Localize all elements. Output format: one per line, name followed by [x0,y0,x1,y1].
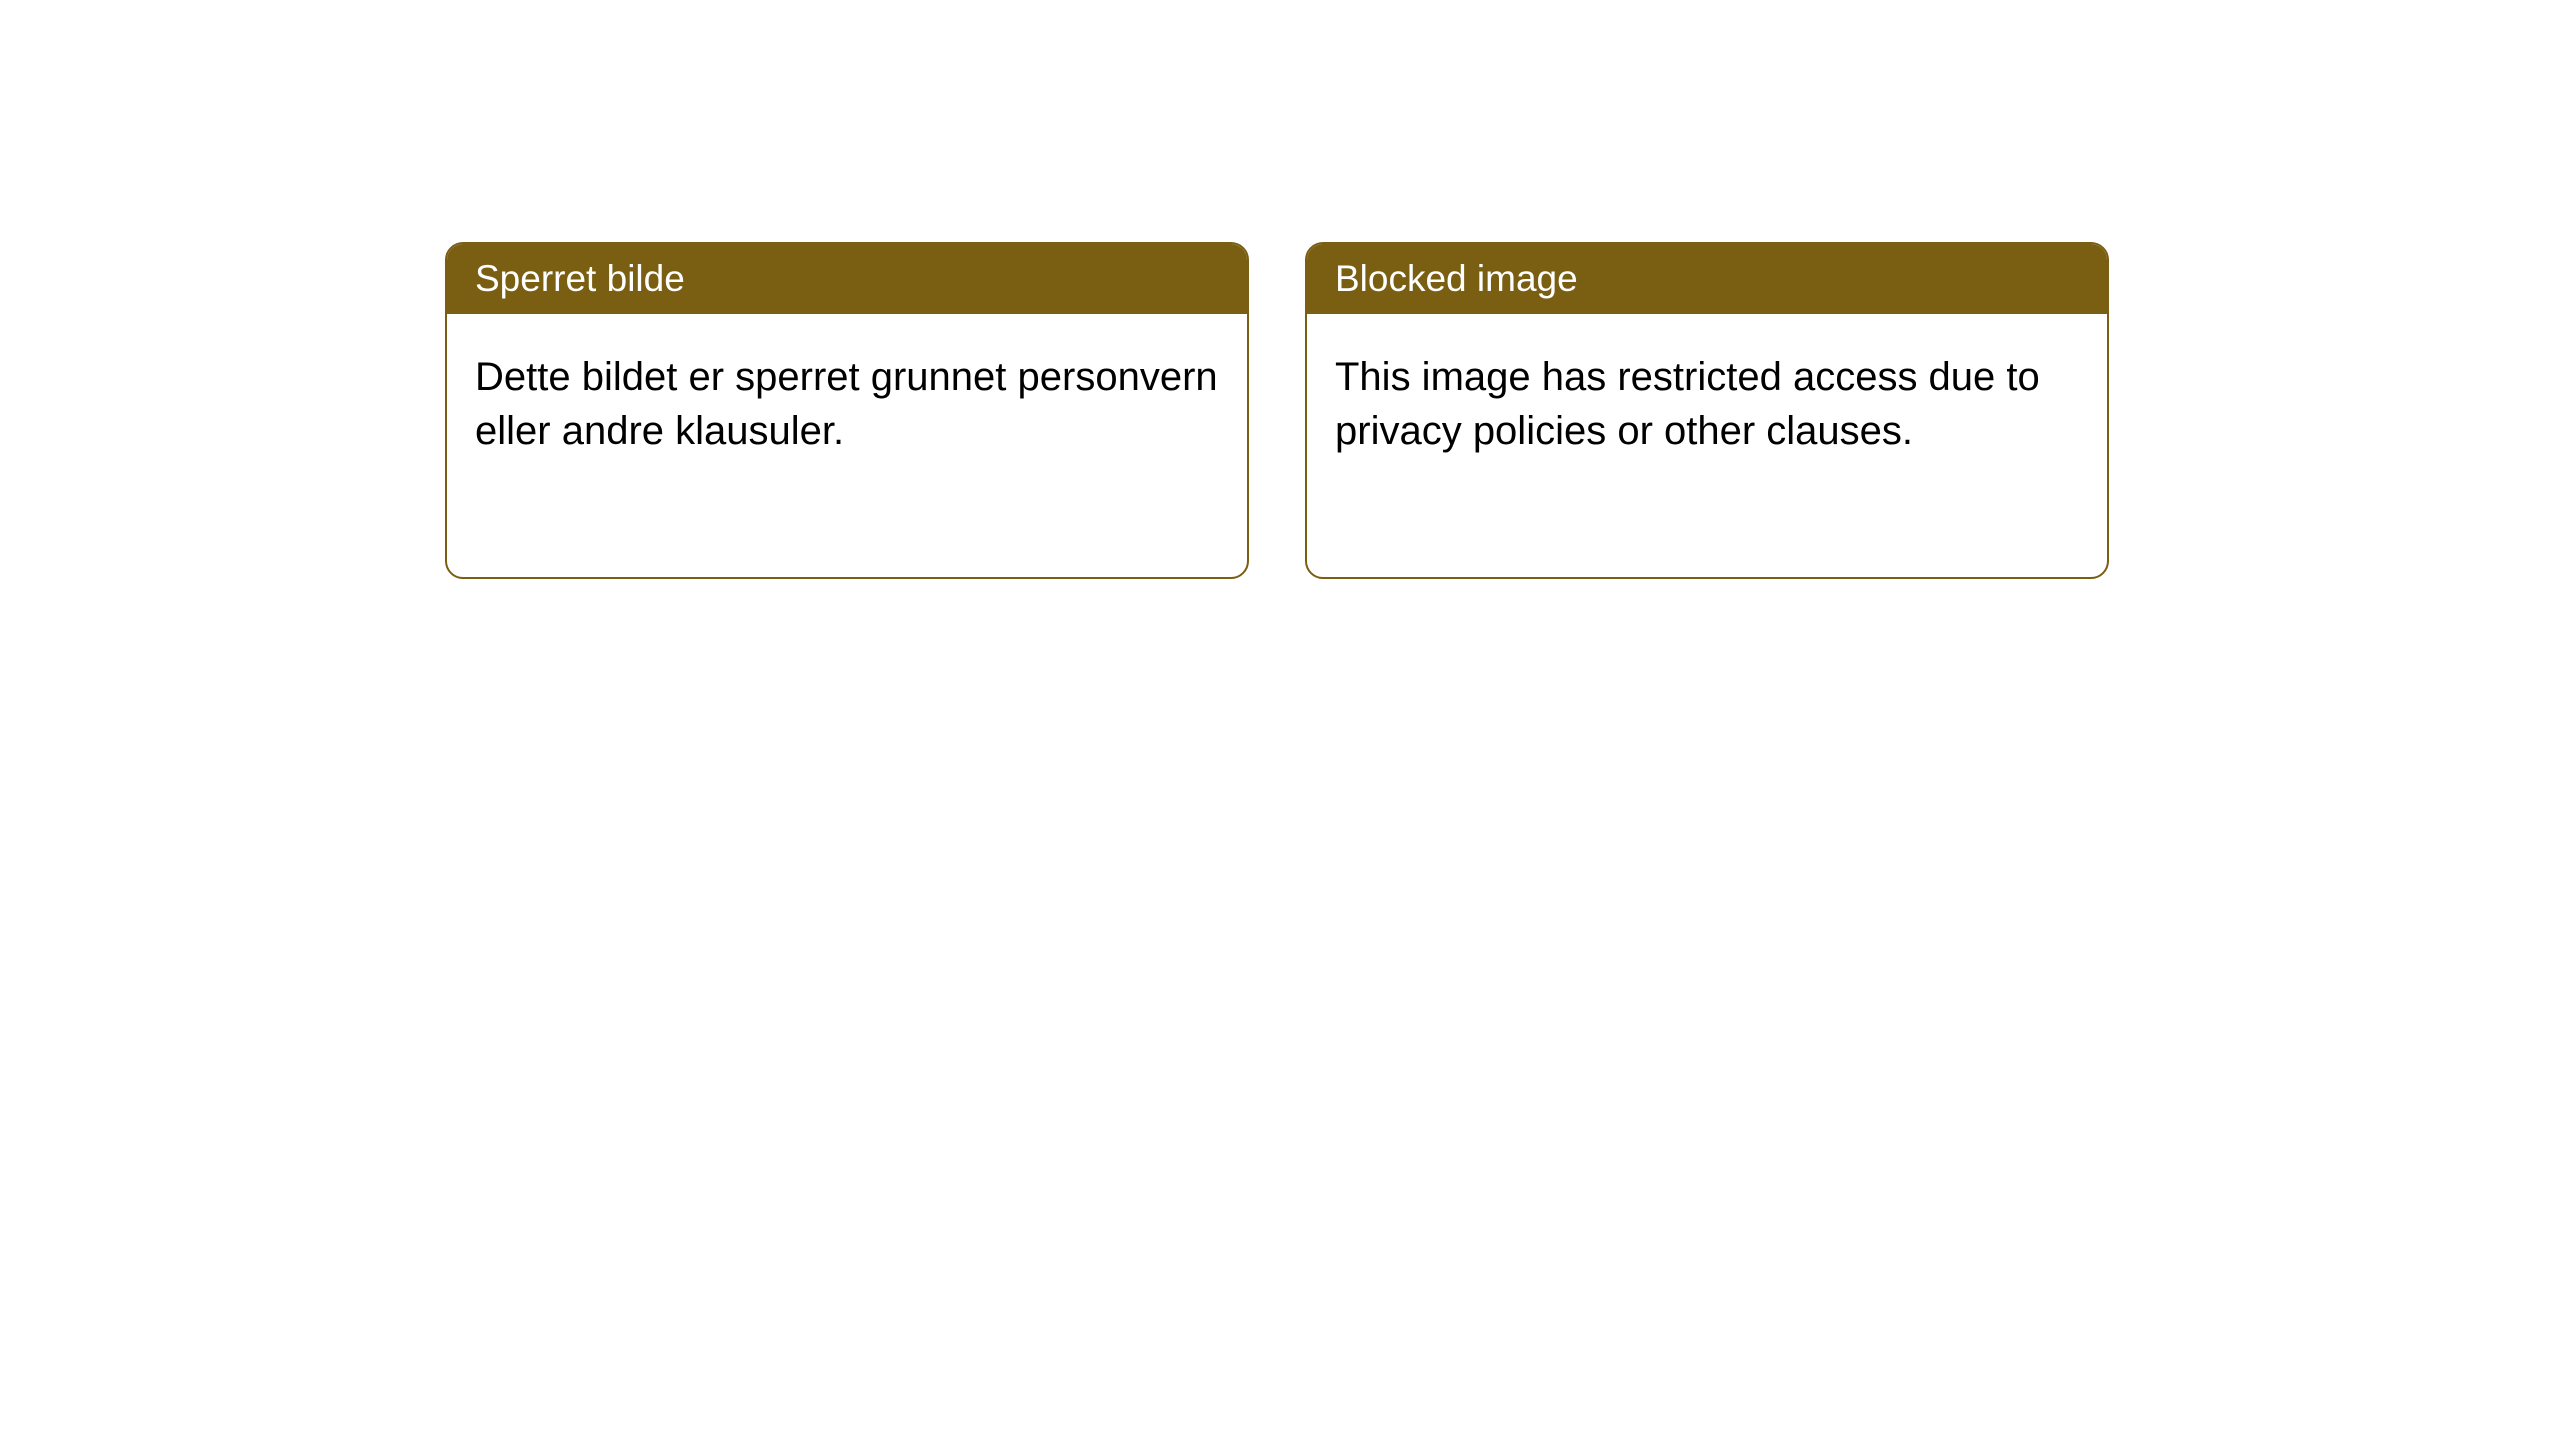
card-header-english: Blocked image [1307,244,2107,314]
card-text-norwegian: Dette bildet er sperret grunnet personve… [475,355,1218,453]
card-body-norwegian: Dette bildet er sperret grunnet personve… [447,314,1247,494]
card-header-norwegian: Sperret bilde [447,244,1247,314]
card-text-english: This image has restricted access due to … [1335,355,2040,453]
card-norwegian: Sperret bilde Dette bildet er sperret gr… [445,242,1249,579]
card-body-english: This image has restricted access due to … [1307,314,2107,494]
card-container: Sperret bilde Dette bildet er sperret gr… [445,242,2109,579]
card-title-norwegian: Sperret bilde [475,258,685,299]
card-english: Blocked image This image has restricted … [1305,242,2109,579]
card-title-english: Blocked image [1335,258,1578,299]
